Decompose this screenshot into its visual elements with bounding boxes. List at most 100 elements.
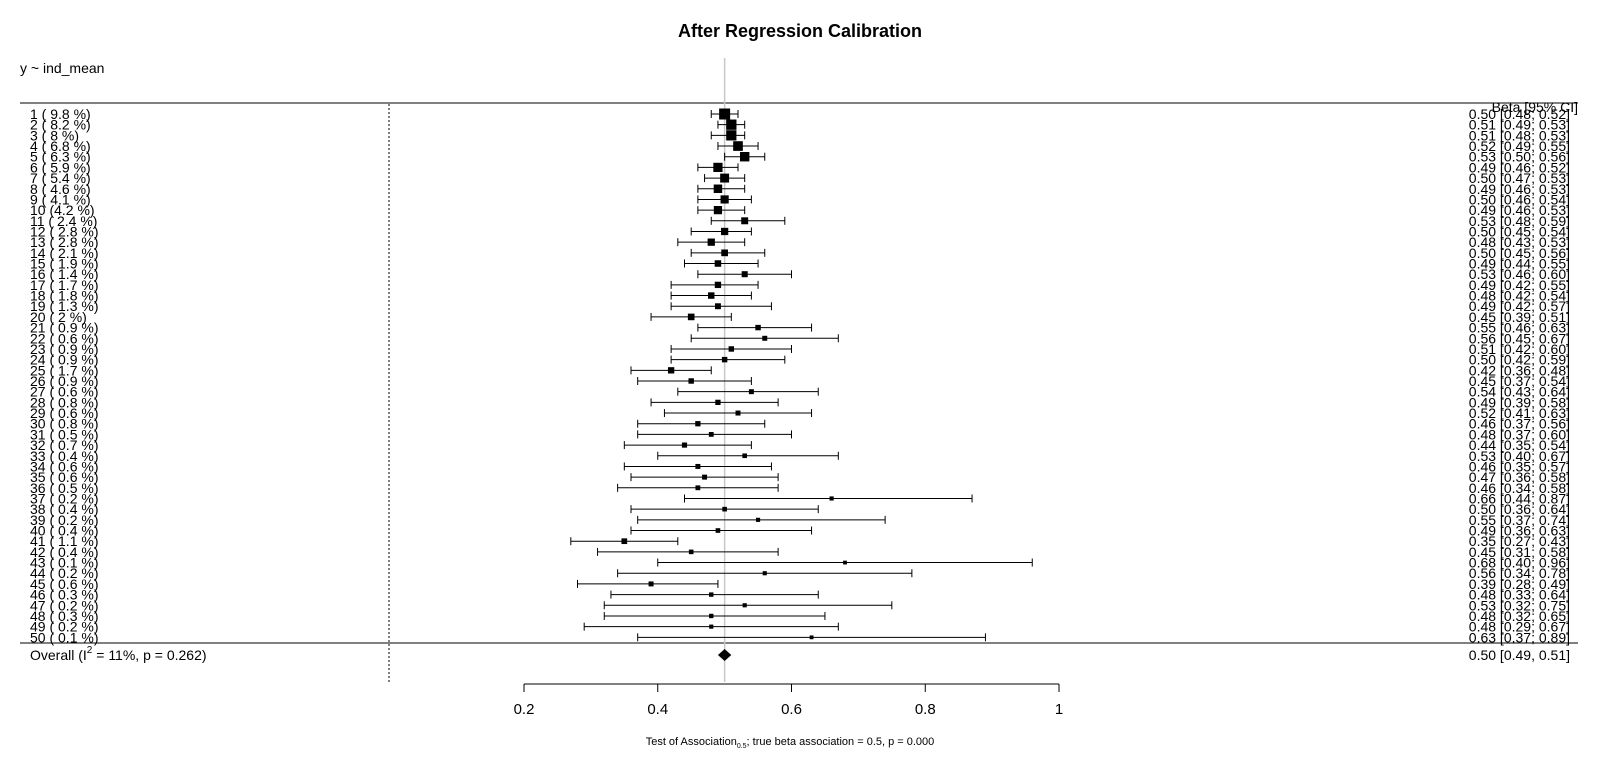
- ci-text: 0.45 [0.37; 0.54]: [1469, 373, 1570, 389]
- study-row: 3 ( 8 %) 0.51 [0.48; 0.53]: [30, 127, 1570, 143]
- x-tick-label: 0.6: [781, 701, 802, 718]
- point-estimate: [688, 378, 694, 384]
- study-row: 42 ( 0.4 %) 0.45 [0.31; 0.58]: [30, 544, 1570, 560]
- point-estimate: [709, 592, 714, 597]
- ci-text: 0.52 [0.41; 0.63]: [1469, 405, 1570, 421]
- study-label: 18 ( 1.8 %): [30, 288, 98, 304]
- point-estimate: [715, 399, 721, 406]
- ci-text: 0.50 [0.46; 0.54]: [1469, 191, 1570, 207]
- ci-text: 0.42 [0.36; 0.48]: [1469, 362, 1570, 378]
- point-estimate: [713, 162, 723, 173]
- study-row: 37 ( 0.2 %) 0.66 [0.44; 0.87]: [30, 490, 1570, 506]
- ci-text: 0.48 [0.29; 0.67]: [1469, 619, 1570, 635]
- study-label: 41 ( 1.1 %): [30, 533, 98, 549]
- ci-text: 0.53 [0.48; 0.59]: [1469, 213, 1570, 229]
- ci-text: 0.50 [0.47; 0.53]: [1469, 170, 1570, 186]
- study-row: 2 ( 8.2 %) 0.51 [0.49; 0.53]: [30, 117, 1570, 133]
- point-estimate: [726, 130, 737, 141]
- point-estimate: [739, 152, 750, 162]
- study-row: 49 ( 0.2 %) 0.48 [0.29; 0.67]: [30, 619, 1570, 635]
- ci-text: 0.35 [0.27; 0.43]: [1469, 533, 1570, 549]
- study-row: 36 ( 0.5 %) 0.46 [0.34; 0.58]: [30, 480, 1570, 496]
- point-estimate: [741, 271, 748, 278]
- study-label: 22 ( 0.6 %): [30, 330, 98, 346]
- study-label: 1 ( 9.8 %): [30, 106, 91, 122]
- point-estimate: [681, 442, 688, 448]
- point-estimate: [741, 217, 749, 225]
- x-axis: 0.2 0.4 0.6 0.8 1: [514, 683, 1063, 718]
- footnote: Test of Association0.5; true beta associ…: [646, 736, 935, 750]
- study-label: 30 ( 0.8 %): [30, 416, 98, 432]
- study-row: 39 ( 0.2 %) 0.55 [0.37; 0.74]: [30, 512, 1570, 528]
- point-estimate: [715, 528, 721, 533]
- point-estimate: [714, 260, 722, 267]
- point-estimate: [713, 184, 723, 194]
- ci-text: 0.48 [0.32; 0.65]: [1469, 608, 1570, 624]
- point-estimate: [707, 238, 715, 246]
- study-label: 38 ( 0.4 %): [30, 501, 98, 517]
- ci-text: 0.49 [0.36; 0.63]: [1469, 523, 1570, 539]
- study-label: 32 ( 0.7 %): [30, 437, 98, 453]
- point-estimate: [721, 356, 728, 363]
- study-label: 16 ( 1.4 %): [30, 266, 98, 282]
- point-estimate: [762, 571, 767, 576]
- point-estimate: [714, 303, 721, 310]
- study-row: 29 ( 0.6 %) 0.52 [0.41; 0.63]: [30, 405, 1570, 421]
- point-estimate: [708, 292, 715, 299]
- overall-diamond: [717, 649, 732, 661]
- study-row: 24 ( 0.9 %) 0.50 [0.42; 0.59]: [30, 352, 1570, 368]
- point-estimate: [695, 485, 701, 491]
- study-row: 32 ( 0.7 %) 0.44 [0.35; 0.54]: [30, 437, 1570, 453]
- ci-text: 0.56 [0.45; 0.67]: [1469, 330, 1570, 346]
- study-label: 29 ( 0.6 %): [30, 405, 98, 421]
- point-estimate: [702, 474, 708, 480]
- point-estimate: [695, 421, 701, 427]
- x-tick-label: 0.8: [915, 701, 936, 718]
- study-row: 10 (4.2 %) 0.49 [0.46; 0.53]: [30, 202, 1570, 218]
- study-row: 7 ( 5.4 %) 0.50 [0.47; 0.53]: [30, 170, 1570, 186]
- study-row: 6 ( 5.9 %) 0.49 [0.46; 0.52]: [30, 159, 1570, 175]
- study-label: 31 ( 0.5 %): [30, 426, 98, 442]
- point-estimate: [720, 173, 730, 183]
- ci-text: 0.51 [0.48; 0.53]: [1469, 127, 1570, 143]
- point-estimate: [720, 195, 729, 204]
- overall-ci-text: 0.50 [0.49, 0.51]: [1469, 647, 1570, 663]
- ci-text: 0.66 [0.44; 0.87]: [1469, 490, 1570, 506]
- study-row: 22 ( 0.6 %) 0.56 [0.45; 0.67]: [30, 330, 1570, 346]
- study-row: 38 ( 0.4 %) 0.50 [0.36; 0.64]: [30, 501, 1570, 517]
- study-row: 1 ( 9.8 %) 0.50 [0.48; 0.52]: [30, 106, 1570, 122]
- point-estimate: [762, 335, 768, 341]
- ci-text: 0.51 [0.49; 0.53]: [1469, 117, 1570, 133]
- study-label: 48 ( 0.3 %): [30, 608, 98, 624]
- study-label: 2 ( 8.2 %): [30, 117, 91, 133]
- study-label: 45 ( 0.6 %): [30, 576, 98, 592]
- overall-label: Overall (I2 = 11%, p = 0.262): [30, 645, 207, 663]
- point-estimate: [721, 249, 728, 257]
- study-row: 23 ( 0.9 %) 0.51 [0.42; 0.60]: [30, 341, 1570, 357]
- study-label: 13 ( 2.8 %): [30, 234, 98, 250]
- point-estimate: [742, 603, 747, 608]
- ci-text: 0.48 [0.33; 0.64]: [1469, 587, 1570, 603]
- ci-text: 0.49 [0.42; 0.57]: [1469, 298, 1570, 314]
- study-row: 45 ( 0.6 %) 0.39 [0.28; 0.49]: [30, 576, 1570, 592]
- study-label: 7 ( 5.4 %): [30, 170, 91, 186]
- study-label: 39 ( 0.2 %): [30, 512, 98, 528]
- study-row: 46 ( 0.3 %) 0.48 [0.33; 0.64]: [30, 587, 1570, 603]
- point-estimate: [688, 549, 694, 555]
- ci-text: 0.47 [0.36; 0.58]: [1469, 469, 1570, 485]
- study-label: 14 ( 2.1 %): [30, 245, 98, 261]
- point-estimate: [714, 281, 722, 289]
- point-estimate: [748, 389, 754, 395]
- ci-text: 0.45 [0.39; 0.51]: [1469, 309, 1570, 325]
- ci-text: 0.55 [0.37; 0.74]: [1469, 512, 1570, 528]
- ci-text: 0.50 [0.45; 0.54]: [1469, 223, 1570, 239]
- study-label: 35 ( 0.6 %): [30, 469, 98, 485]
- point-estimate: [755, 517, 761, 522]
- study-label: 5 ( 6.3 %): [30, 149, 91, 165]
- point-estimate: [735, 410, 741, 416]
- model-label: y ~ ind_mean: [20, 60, 104, 76]
- study-label: 47 ( 0.2 %): [30, 597, 98, 613]
- study-label: 42 ( 0.4 %): [30, 544, 98, 560]
- ci-text: 0.49 [0.46; 0.52]: [1469, 159, 1570, 175]
